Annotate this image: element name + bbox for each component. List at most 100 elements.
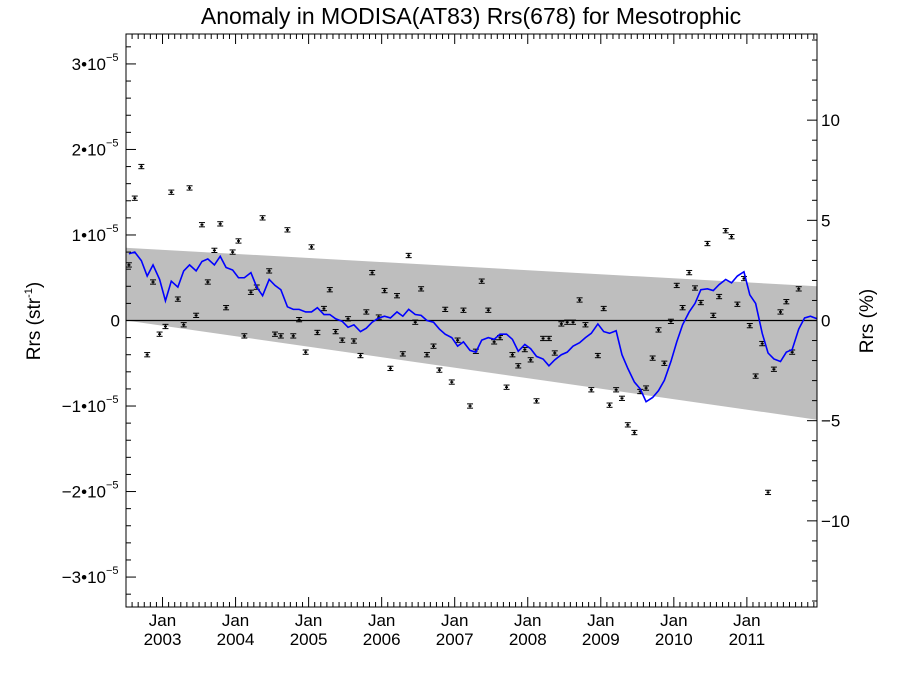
y-tick-label-exponent: −5: [106, 52, 119, 64]
data-point: [545, 335, 552, 342]
data-point: [138, 163, 145, 170]
data-point: [515, 363, 522, 369]
data-point: [241, 333, 248, 339]
data-point: [624, 422, 631, 428]
plot-area: [125, 163, 818, 496]
data-point: [350, 338, 357, 344]
data-point: [363, 309, 370, 315]
x-tick-label-year: 2006: [363, 630, 401, 649]
data-point: [783, 299, 790, 305]
data-point: [527, 357, 534, 363]
y-tick-label-right: −5: [821, 412, 840, 431]
y-tick-label-exponent: −5: [106, 565, 119, 577]
x-tick-label-month: Jan: [733, 611, 760, 630]
data-point: [576, 297, 583, 303]
data-point: [503, 384, 510, 390]
y-tick-label-left: 2•10: [72, 140, 106, 159]
data-point: [302, 349, 309, 355]
axes: Jan2003Jan2004Jan2005Jan2006Jan2007Jan20…: [62, 34, 850, 649]
data-point: [229, 249, 236, 255]
chart-title: Anomaly in MODISA(AT83) Rrs(678) for Mes…: [201, 3, 741, 29]
x-tick-label-month: Jan: [514, 611, 541, 630]
data-point: [332, 328, 339, 335]
data-point: [399, 351, 406, 357]
data-point: [606, 402, 613, 408]
y-tick-label-right: 5: [821, 211, 830, 230]
data-point: [345, 316, 352, 322]
data-point: [308, 244, 315, 250]
data-point: [667, 318, 674, 324]
data-point: [795, 286, 802, 292]
data-point: [162, 323, 169, 330]
data-point: [582, 322, 589, 328]
x-tick-label-year: 2010: [655, 630, 693, 649]
data-point: [266, 268, 273, 274]
data-point: [357, 352, 364, 359]
data-point: [150, 279, 157, 285]
y-tick-label-right: 10: [821, 111, 840, 130]
data-point: [728, 234, 735, 240]
data-point: [564, 319, 571, 325]
data-point: [618, 395, 625, 401]
data-point: [485, 307, 492, 313]
data-point: [551, 350, 558, 356]
data-point: [131, 195, 138, 201]
data-point: [272, 331, 279, 337]
data-point: [290, 333, 297, 339]
data-point: [277, 333, 284, 339]
data-point: [369, 269, 376, 276]
data-point: [174, 296, 181, 302]
data-point: [247, 289, 254, 295]
data-point: [381, 287, 388, 294]
data-point: [752, 373, 759, 379]
data-point: [631, 429, 638, 436]
data-point: [436, 367, 443, 373]
x-tick-label-year: 2011: [729, 630, 766, 649]
data-point: [156, 331, 163, 337]
data-point: [588, 387, 595, 393]
data-point: [211, 247, 218, 254]
data-point: [643, 385, 650, 391]
data-point: [314, 329, 321, 336]
data-point: [339, 337, 346, 343]
y-tick-label-left: 1•10: [72, 226, 106, 245]
y-tick-label-left: 0: [111, 312, 120, 331]
uncertainty-band: [126, 247, 817, 420]
running-mean-line: [128, 251, 818, 403]
data-point: [673, 282, 680, 289]
y-tick-label-exponent: −5: [106, 394, 119, 406]
data-point: [686, 269, 693, 276]
x-tick-label-month: Jan: [587, 611, 614, 630]
data-point: [418, 286, 425, 292]
x-tick-label-month: Jan: [149, 611, 176, 630]
data-point: [320, 305, 327, 312]
data-point: [716, 293, 723, 300]
data-point: [734, 301, 741, 307]
data-point: [460, 307, 467, 313]
x-tick-label-year: 2005: [290, 630, 328, 649]
data-point: [393, 293, 400, 299]
data-point: [777, 309, 784, 315]
data-point: [168, 189, 175, 195]
x-tick-label-month: Jan: [368, 611, 395, 630]
data-point: [692, 285, 699, 291]
x-tick-label-month: Jan: [222, 611, 249, 630]
x-tick-label-month: Jan: [660, 611, 687, 630]
y-tick-label-left: 3•10: [72, 55, 106, 74]
y-tick-label-exponent: −5: [106, 480, 119, 492]
data-point: [198, 222, 205, 228]
data-point: [387, 365, 394, 372]
y-tick-label-left: −2•10: [62, 483, 106, 502]
y-tick-label-left: −1•10: [62, 397, 106, 416]
data-point: [600, 305, 607, 312]
y-axis-title-left: Rrs (str-1): [23, 282, 45, 360]
data-point: [326, 287, 333, 293]
data-point: [594, 352, 601, 359]
data-point: [235, 238, 242, 244]
data-point: [679, 305, 686, 311]
data-point: [697, 299, 704, 306]
data-point: [746, 322, 753, 329]
data-point: [223, 305, 230, 311]
data-point: [125, 262, 132, 268]
